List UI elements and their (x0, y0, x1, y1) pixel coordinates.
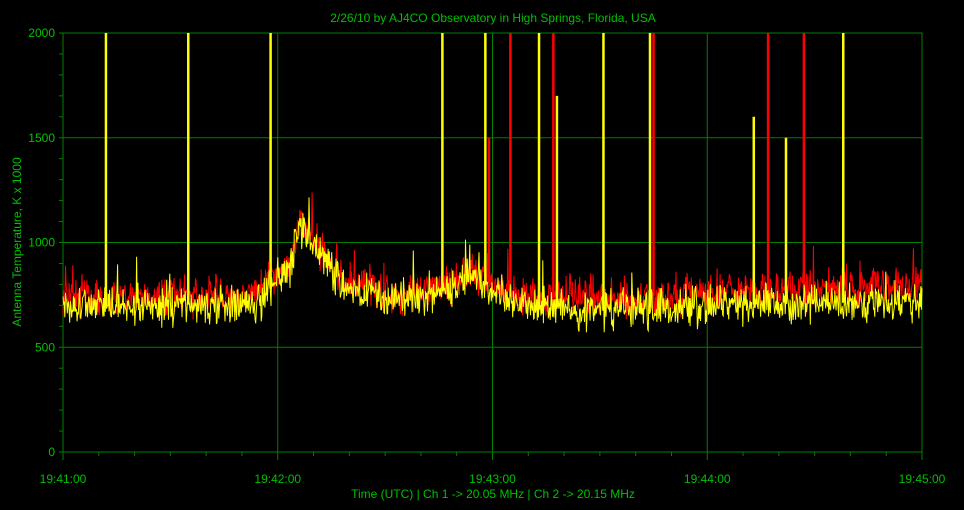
x-tick-label: 19:41:00 (40, 472, 87, 486)
chart-title: 2/26/10 by AJ4CO Observatory in High Spr… (330, 11, 655, 25)
y-tick-label: 1000 (28, 236, 55, 250)
x-tick-label: 19:44:00 (684, 472, 731, 486)
y-tick-label: 1500 (28, 131, 55, 145)
x-tick-label: 19:45:00 (899, 472, 946, 486)
axes: 19:41:00 19:42:00 19:43:00 19:44:00 19:45:00… (28, 26, 945, 486)
series-layer (62, 33, 923, 333)
y-axis-label: Antenna Temperature, K x 1000 (10, 157, 24, 327)
y-tick-label: 0 (48, 445, 55, 459)
x-axis-label: Time (UTC) | Ch 1 -> 20.05 MHz | Ch 2 ->… (351, 487, 635, 501)
series-ch1-line (62, 197, 923, 333)
y-tick-label: 500 (35, 340, 55, 354)
y-tick-label: 2000 (28, 26, 55, 40)
x-tick-label: 19:42:00 (254, 472, 301, 486)
x-tick-label: 19:43:00 (469, 472, 516, 486)
